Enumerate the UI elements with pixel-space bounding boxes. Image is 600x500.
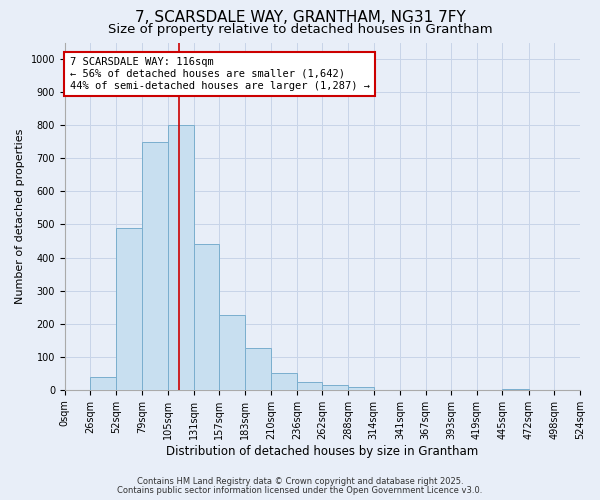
Text: Size of property relative to detached houses in Grantham: Size of property relative to detached ho… xyxy=(107,22,493,36)
Text: Contains public sector information licensed under the Open Government Licence v3: Contains public sector information licen… xyxy=(118,486,482,495)
X-axis label: Distribution of detached houses by size in Grantham: Distribution of detached houses by size … xyxy=(166,444,479,458)
Bar xyxy=(502,389,529,390)
Text: Contains HM Land Registry data © Crown copyright and database right 2025.: Contains HM Land Registry data © Crown c… xyxy=(137,477,463,486)
Text: 7 SCARSDALE WAY: 116sqm
← 56% of detached houses are smaller (1,642)
44% of semi: 7 SCARSDALE WAY: 116sqm ← 56% of detache… xyxy=(70,58,370,90)
Bar xyxy=(322,385,348,390)
Bar xyxy=(168,125,194,390)
Bar xyxy=(194,244,219,390)
Bar xyxy=(219,316,245,390)
Bar xyxy=(91,376,116,390)
Y-axis label: Number of detached properties: Number of detached properties xyxy=(15,128,25,304)
Bar xyxy=(116,228,142,390)
Bar xyxy=(245,348,271,390)
Bar xyxy=(297,382,322,390)
Bar xyxy=(142,142,168,390)
Text: 7, SCARSDALE WAY, GRANTHAM, NG31 7FY: 7, SCARSDALE WAY, GRANTHAM, NG31 7FY xyxy=(134,10,466,25)
Bar xyxy=(348,387,374,390)
Bar xyxy=(271,374,297,390)
